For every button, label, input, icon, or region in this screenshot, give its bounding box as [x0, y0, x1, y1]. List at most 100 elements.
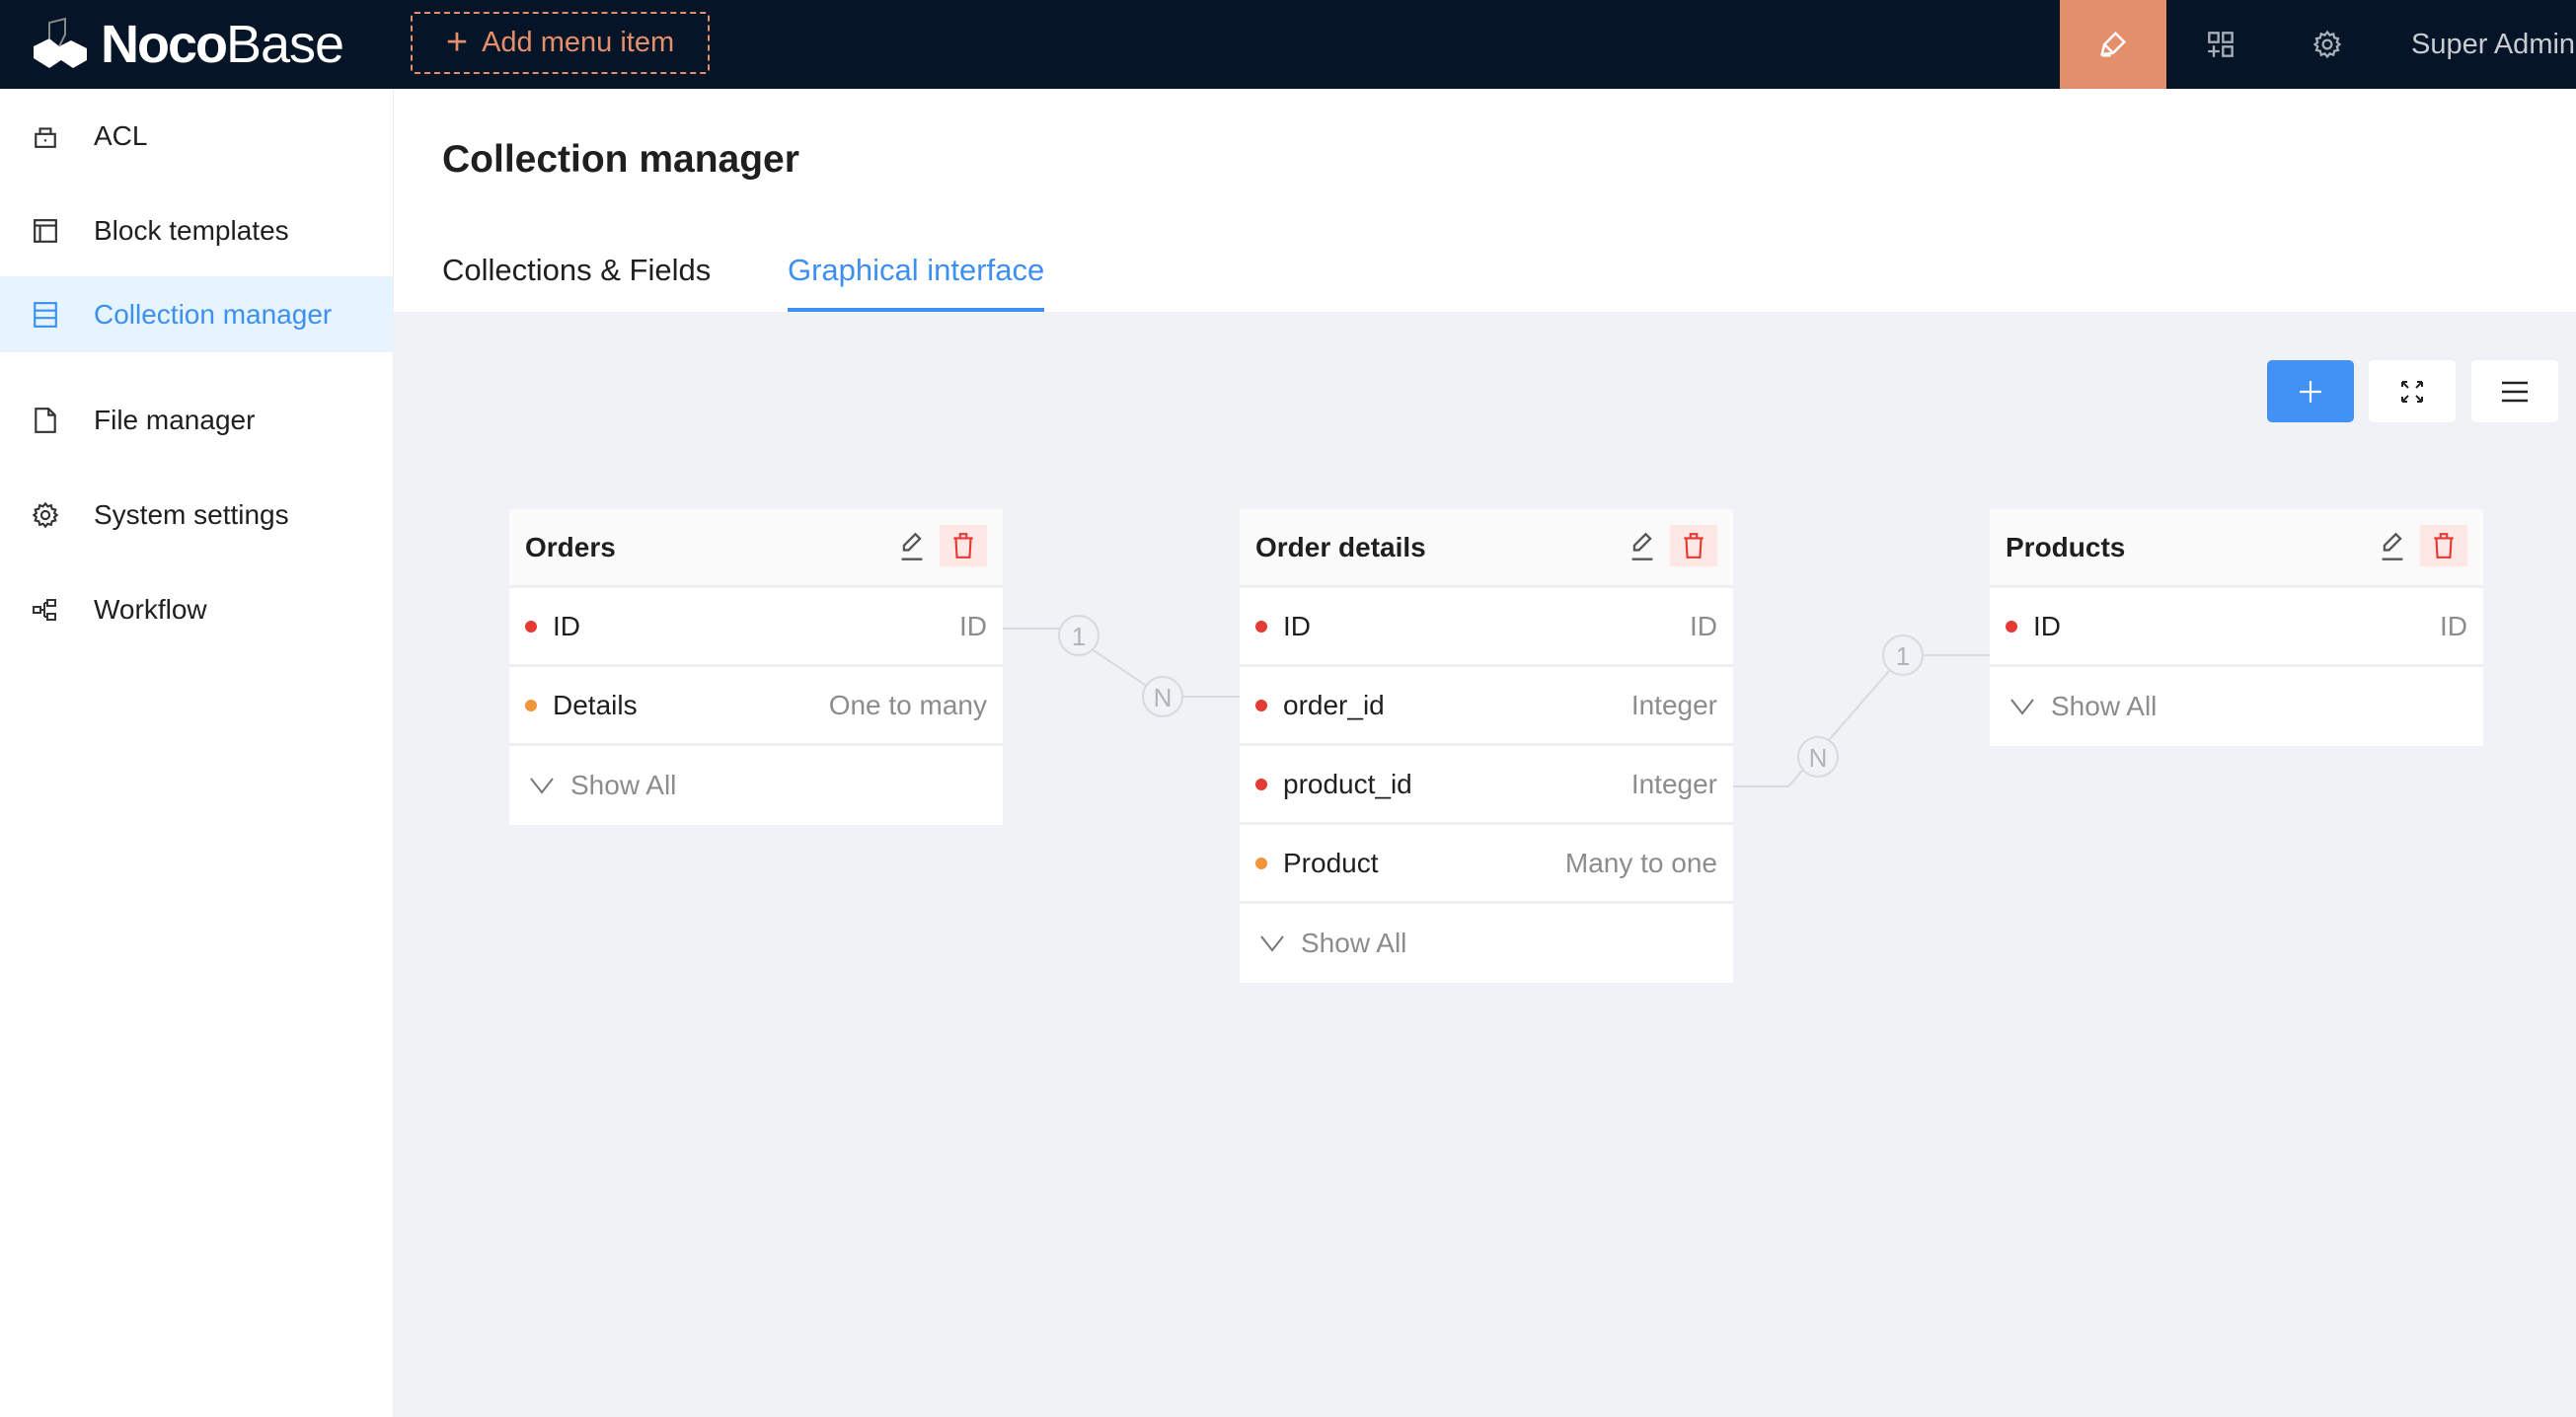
- logo-text-bold: Noco: [101, 15, 228, 74]
- sidebar-item-workflow[interactable]: Workflow: [0, 571, 393, 647]
- field-name: ID: [1283, 610, 1311, 641]
- ui-editor-button[interactable]: [2060, 0, 2166, 89]
- field-row[interactable]: Product Many to one: [1240, 825, 1733, 904]
- show-all-label: Show All: [570, 770, 677, 800]
- chevron-down-icon: [530, 778, 554, 794]
- chevron-down-icon: [2010, 699, 2034, 715]
- field-name: product_id: [1283, 768, 1412, 799]
- svg-text:1: 1: [1072, 622, 1086, 651]
- field-row[interactable]: ID ID: [1240, 588, 1733, 667]
- chevron-down-icon: [1260, 935, 1284, 952]
- user-menu[interactable]: Super Admin: [2411, 29, 2576, 60]
- plus-icon: +: [445, 22, 469, 63]
- field-row[interactable]: ID ID: [1990, 588, 2483, 667]
- collection-card-header: Orders: [509, 509, 1003, 588]
- main-content: Collection manager Collections & Fields …: [394, 89, 2576, 1417]
- field-status-dot: [525, 620, 537, 633]
- layout-icon: [31, 216, 60, 246]
- field-row[interactable]: product_id Integer: [1240, 746, 1733, 825]
- sidebar-item-label: Block templates: [94, 214, 289, 246]
- gear-icon: [2312, 30, 2342, 59]
- show-all-button[interactable]: Show All: [1990, 667, 2483, 746]
- delete-icon[interactable]: [940, 525, 987, 566]
- top-bar: Noco Base + Add menu item Super Admin: [0, 0, 2576, 89]
- page-header: Collection manager Collections & Fields …: [394, 89, 2576, 312]
- delete-icon[interactable]: [1670, 525, 1717, 566]
- plugin-manager-button[interactable]: [2167, 0, 2274, 89]
- tab-collections-fields[interactable]: Collections & Fields: [442, 253, 712, 287]
- menu-button[interactable]: [2471, 360, 2558, 422]
- collection-card: Order details ID ID order_id Integer product…: [1240, 509, 1733, 983]
- appstore-add-icon: [2208, 32, 2234, 57]
- relation-marker: N: [1797, 736, 1839, 778]
- fullscreen-button[interactable]: [2369, 360, 2456, 422]
- field-type: Many to one: [1564, 847, 1717, 878]
- sidebar-item-label: System settings: [94, 498, 289, 530]
- highlighter-icon: [2100, 31, 2127, 57]
- field-type: Integer: [1630, 768, 1717, 799]
- file-icon: [31, 406, 60, 435]
- lock-icon: [31, 121, 60, 151]
- collection-title: Products: [2006, 531, 2126, 562]
- field-status-dot: [1255, 857, 1267, 869]
- sidebar-item-acl[interactable]: ACL: [0, 98, 393, 174]
- logo[interactable]: Noco Base: [30, 14, 344, 75]
- add-menu-item-button[interactable]: + Add menu item: [411, 12, 710, 74]
- field-name: Details: [553, 689, 638, 720]
- field-status-dot: [2006, 620, 2017, 633]
- field-type: ID: [959, 610, 987, 641]
- field-name: Product: [1283, 847, 1379, 878]
- svg-text:N: N: [1154, 683, 1173, 712]
- field-status-dot: [1255, 699, 1267, 711]
- relation-marker: N: [1142, 676, 1183, 717]
- add-collection-button[interactable]: [2267, 360, 2354, 422]
- sidebar-item-block-templates[interactable]: Block templates: [0, 192, 393, 268]
- show-all-label: Show All: [1301, 928, 1407, 958]
- sidebar-item-file-manager[interactable]: File manager: [0, 382, 393, 458]
- sidebar-item-label: Collection manager: [94, 298, 333, 330]
- show-all-button[interactable]: Show All: [509, 746, 1003, 825]
- gear-icon: [31, 500, 60, 530]
- field-name: ID: [553, 610, 580, 641]
- collection-card: Orders ID ID Details One to many Show All: [509, 509, 1003, 825]
- show-all-button[interactable]: Show All: [1240, 904, 1733, 983]
- svg-text:1: 1: [1896, 641, 1910, 671]
- edit-icon[interactable]: [896, 527, 928, 566]
- sidebar-item-system-settings[interactable]: System settings: [0, 477, 393, 553]
- settings-button[interactable]: [2274, 0, 2381, 89]
- collection-card-header: Products: [1990, 509, 2483, 588]
- sidebar-item-label: File manager: [94, 404, 256, 435]
- field-type: Integer: [1630, 689, 1717, 720]
- field-type: ID: [2440, 610, 2467, 641]
- show-all-label: Show All: [2051, 691, 2158, 721]
- field-name: ID: [2033, 610, 2061, 641]
- menu-icon: [2502, 381, 2528, 402]
- field-row[interactable]: order_id Integer: [1240, 667, 1733, 746]
- sidebar: ACL Block templates Collection manager F…: [0, 89, 394, 1417]
- page-title: Collection manager: [442, 138, 799, 181]
- svg-text:N: N: [1809, 743, 1828, 773]
- collection-title: Orders: [525, 531, 616, 562]
- edit-icon[interactable]: [2377, 527, 2408, 566]
- field-type: ID: [1690, 610, 1717, 641]
- relation-line: [1733, 654, 1990, 787]
- sidebar-item-collection-manager[interactable]: Collection manager: [0, 276, 393, 352]
- logo-icon: [34, 17, 87, 68]
- database-icon: [31, 300, 60, 330]
- relation-marker: 1: [1058, 615, 1099, 656]
- field-name: order_id: [1283, 689, 1385, 720]
- field-type: One to many: [828, 689, 987, 720]
- tab-graphical-interface[interactable]: Graphical interface: [788, 253, 1045, 312]
- collection-card-header: Order details: [1240, 509, 1733, 588]
- field-row[interactable]: Details One to many: [509, 667, 1003, 746]
- delete-icon[interactable]: [2420, 525, 2467, 566]
- collection-title: Order details: [1255, 531, 1426, 562]
- field-row[interactable]: ID ID: [509, 588, 1003, 667]
- edit-icon[interactable]: [1627, 527, 1658, 566]
- add-menu-item-label: Add menu item: [482, 27, 675, 58]
- collection-card: Products ID ID Show All: [1990, 509, 2483, 746]
- field-status-dot: [1255, 778, 1267, 790]
- sidebar-item-label: Workflow: [94, 593, 207, 625]
- fullscreen-icon: [2401, 380, 2423, 403]
- logo-text-light: Base: [226, 15, 344, 74]
